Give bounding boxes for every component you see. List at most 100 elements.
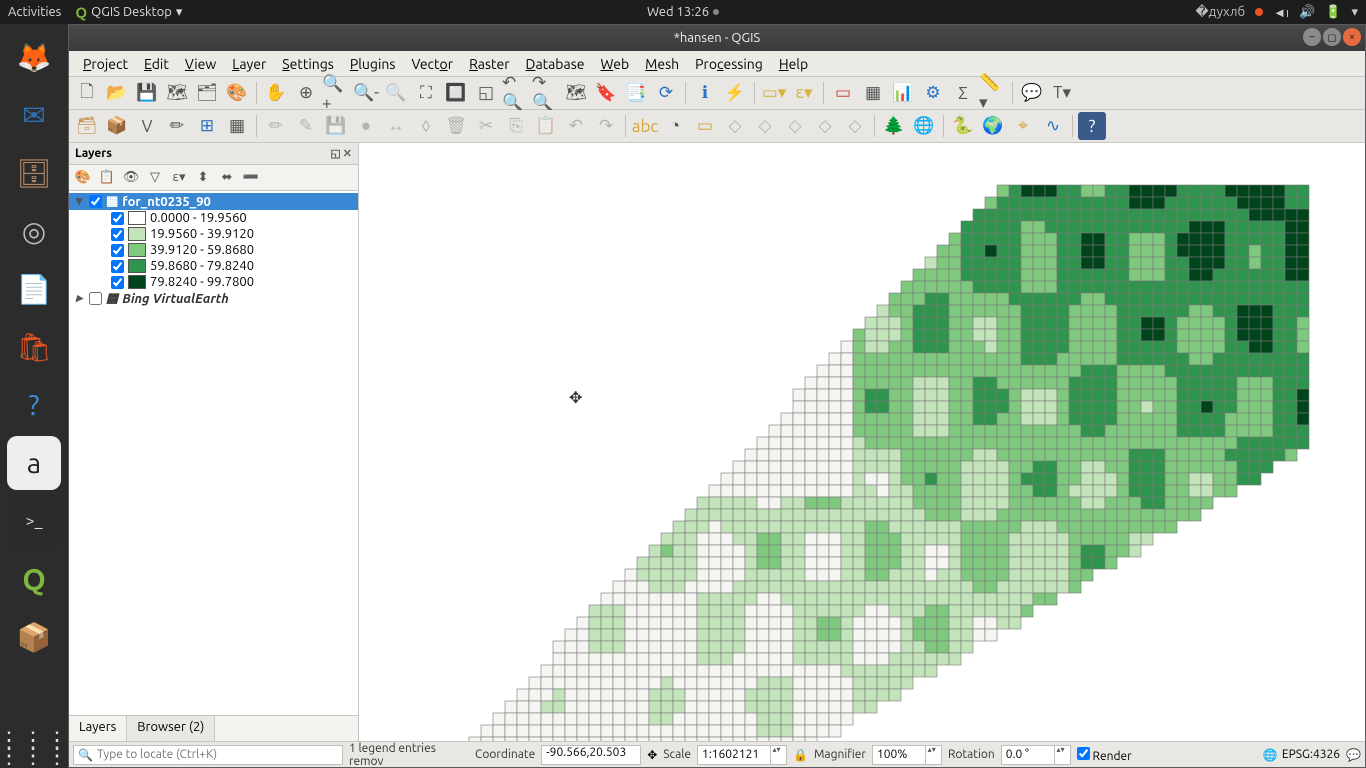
class-visibility-checkbox[interactable] bbox=[111, 276, 124, 289]
dock-terminal[interactable]: >_ bbox=[7, 494, 61, 548]
menu-raster[interactable]: Raster bbox=[461, 56, 517, 72]
new-mesh-icon[interactable]: ▦ bbox=[223, 112, 251, 140]
plugin-globe-icon[interactable]: 🌐 bbox=[910, 112, 938, 140]
show-bookmarks-icon[interactable]: 📑 bbox=[622, 79, 650, 107]
new-bookmark-icon[interactable]: 🔖 bbox=[592, 79, 620, 107]
paste-icon[interactable]: 📋 bbox=[532, 112, 560, 140]
style-manager-icon[interactable]: 🎨 bbox=[223, 79, 251, 107]
lt1-icon[interactable]: ◇ bbox=[721, 112, 749, 140]
lt5-icon[interactable]: ◇ bbox=[841, 112, 869, 140]
new-spatialite-icon[interactable]: ✏ bbox=[163, 112, 191, 140]
class-visibility-checkbox[interactable] bbox=[111, 244, 124, 257]
deselect-icon[interactable]: ▭ bbox=[829, 79, 857, 107]
layer-class-row[interactable]: 39.9120 - 59.8680 bbox=[69, 242, 358, 258]
dock-help[interactable]: ? bbox=[7, 378, 61, 432]
locator-field[interactable] bbox=[97, 748, 338, 761]
magnifier-input[interactable]: ▴▾ bbox=[872, 745, 942, 765]
power-icon[interactable]: ▾ bbox=[1351, 5, 1358, 20]
zoom-out-icon[interactable]: 🔍- bbox=[352, 79, 380, 107]
processing-toolbox-icon[interactable]: ⚙ bbox=[919, 79, 947, 107]
map-canvas[interactable]: ✥ bbox=[359, 143, 1365, 741]
locator-input[interactable]: 🔍 bbox=[73, 745, 343, 765]
layer-remove-icon[interactable]: ➖ bbox=[241, 168, 261, 188]
move-feature-icon[interactable]: ↔ bbox=[382, 112, 410, 140]
lt4-icon[interactable]: ◇ bbox=[811, 112, 839, 140]
diagram-icon[interactable]: ◔ bbox=[661, 112, 689, 140]
menu-database[interactable]: Database bbox=[518, 56, 593, 72]
layer-collapse-icon[interactable]: ⬌ bbox=[217, 168, 237, 188]
crs-button[interactable]: 🌐 EPSG:4326 bbox=[1263, 748, 1340, 762]
menu-project[interactable]: Project bbox=[75, 56, 136, 72]
cut-icon[interactable]: ✂ bbox=[472, 112, 500, 140]
node-tool-icon[interactable]: ◊ bbox=[412, 112, 440, 140]
layer-visibility-checkbox[interactable] bbox=[89, 195, 102, 208]
select-expression-icon[interactable]: ε▾ bbox=[790, 79, 818, 107]
layout-manager-icon[interactable]: 🗂 bbox=[193, 79, 221, 107]
statistics-icon[interactable]: Σ bbox=[949, 79, 977, 107]
plugin-tree-icon[interactable]: 🌲 bbox=[880, 112, 908, 140]
new-geopackage-icon[interactable]: 📦 bbox=[103, 112, 131, 140]
layer-visibility-checkbox[interactable] bbox=[89, 292, 102, 305]
select-features-icon[interactable]: ▭▾ bbox=[760, 79, 788, 107]
map-tips-icon[interactable]: 💬 bbox=[1018, 79, 1046, 107]
menu-edit[interactable]: Edit bbox=[136, 56, 177, 72]
osm-icon[interactable]: 🌍 bbox=[979, 112, 1007, 140]
label-toolbar-icon[interactable]: ▭ bbox=[691, 112, 719, 140]
app-menu[interactable]: Q QGIS Desktop ▾ bbox=[75, 4, 182, 21]
class-visibility-checkbox[interactable] bbox=[111, 228, 124, 241]
help-icon[interactable]: ? bbox=[1078, 112, 1106, 140]
render-toggle[interactable]: Render bbox=[1077, 747, 1132, 763]
dock-firefox[interactable]: 🦊 bbox=[7, 30, 61, 84]
scale-input[interactable]: ▴▾ bbox=[697, 745, 787, 765]
dropbox-icon[interactable]: �духлб bbox=[1195, 5, 1245, 20]
window-close-button[interactable]: × bbox=[1343, 28, 1361, 46]
action-icon[interactable]: ⚡ bbox=[721, 79, 749, 107]
dock-rhythmbox[interactable]: ◎ bbox=[7, 204, 61, 258]
expander-icon[interactable]: ▾ bbox=[73, 194, 85, 209]
zoom-in-icon[interactable]: 🔍+ bbox=[322, 79, 350, 107]
plugin-x-icon[interactable]: ⌖ bbox=[1009, 112, 1037, 140]
delete-icon[interactable]: 🗑 bbox=[442, 112, 470, 140]
window-maximize-button[interactable]: ◻ bbox=[1323, 28, 1341, 46]
layer-class-row[interactable]: 59.8680 - 79.8240 bbox=[69, 258, 358, 274]
zoom-layer-icon[interactable]: ◱ bbox=[472, 79, 500, 107]
open-project-icon[interactable]: 📂 bbox=[103, 79, 131, 107]
toggle-extents-icon[interactable]: ✥ bbox=[647, 748, 657, 762]
tab-browser[interactable]: Browser (2) bbox=[127, 716, 215, 741]
refresh-icon[interactable]: ⟳ bbox=[652, 79, 680, 107]
plugin-y-icon[interactable]: ∿ bbox=[1039, 112, 1067, 140]
lt3-icon[interactable]: ◇ bbox=[781, 112, 809, 140]
lt2-icon[interactable]: ◇ bbox=[751, 112, 779, 140]
class-visibility-checkbox[interactable] bbox=[111, 212, 124, 225]
layer-class-row[interactable]: 79.8240 - 99.7800 bbox=[69, 274, 358, 290]
dock-thunderbird[interactable]: ✉ bbox=[7, 88, 61, 142]
new-shapefile-icon[interactable]: V bbox=[133, 112, 161, 140]
add-feature-icon[interactable]: ● bbox=[352, 112, 380, 140]
label-icon[interactable]: abc bbox=[631, 112, 659, 140]
dock-writer[interactable]: 📄 bbox=[7, 262, 61, 316]
menu-mesh[interactable]: Mesh bbox=[637, 56, 687, 72]
dock-qgis[interactable]: Q bbox=[7, 552, 61, 606]
wifi-icon[interactable]: ◄ı bbox=[1273, 5, 1289, 20]
class-visibility-checkbox[interactable] bbox=[111, 260, 124, 273]
battery-icon[interactable]: 🔋 bbox=[1325, 5, 1341, 20]
panel-close-icon[interactable]: ✕ bbox=[343, 147, 352, 160]
system-tray[interactable]: �духлб ◄ı 🔊 🔋 ▾ bbox=[1195, 5, 1358, 20]
save-project-icon[interactable]: 💾 bbox=[133, 79, 161, 107]
coordinate-input[interactable] bbox=[541, 745, 641, 765]
layer-class-row[interactable]: 0.0000 - 19.9560 bbox=[69, 210, 358, 226]
field-calc-icon[interactable]: 📊 bbox=[889, 79, 917, 107]
panel-undock-icon[interactable]: ◱ bbox=[330, 147, 340, 160]
new-virtual-icon[interactable]: ⊞ bbox=[193, 112, 221, 140]
dock-archive[interactable]: 📦 bbox=[7, 610, 61, 664]
menu-help[interactable]: Help bbox=[771, 56, 816, 72]
attribute-table-icon[interactable]: ▦ bbox=[859, 79, 887, 107]
menu-processing[interactable]: Processing bbox=[687, 56, 771, 72]
dock-amazon[interactable]: a bbox=[7, 436, 61, 490]
menu-web[interactable]: Web bbox=[593, 56, 638, 72]
zoom-full-icon[interactable]: ⛶ bbox=[412, 79, 440, 107]
redo-icon[interactable]: ↷ bbox=[592, 112, 620, 140]
window-minimize-button[interactable]: – bbox=[1303, 28, 1321, 46]
save-edits-icon[interactable]: 💾 bbox=[322, 112, 350, 140]
zoom-next-icon[interactable]: ↷🔍 bbox=[532, 79, 560, 107]
